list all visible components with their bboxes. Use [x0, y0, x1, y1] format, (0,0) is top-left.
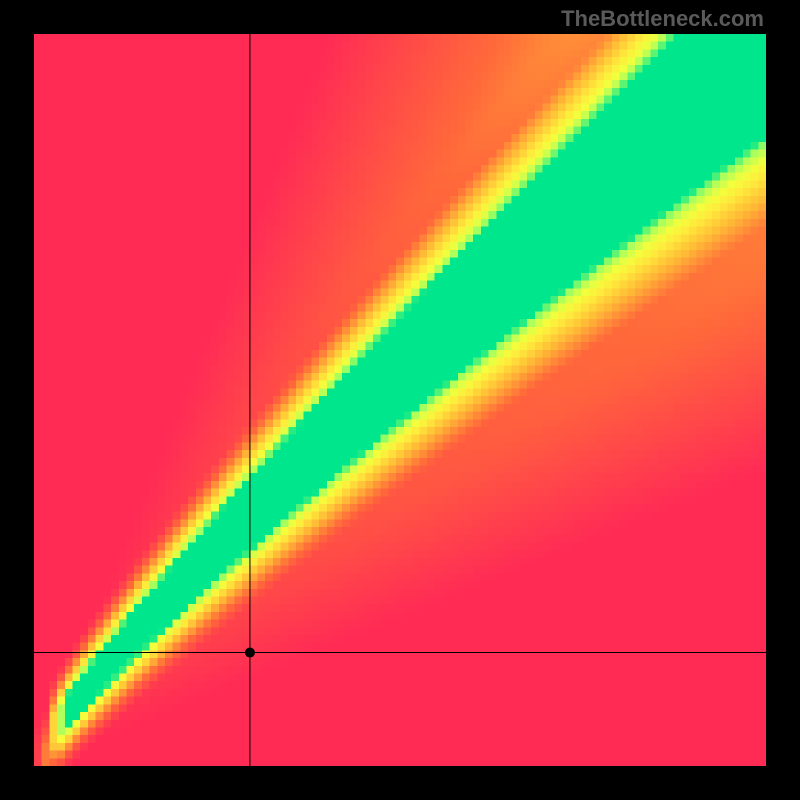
heatmap-svg [34, 34, 766, 766]
watermark-label: TheBottleneck.com [561, 6, 764, 32]
bottleneck-heatmap [34, 34, 766, 766]
marker-point [245, 648, 255, 658]
